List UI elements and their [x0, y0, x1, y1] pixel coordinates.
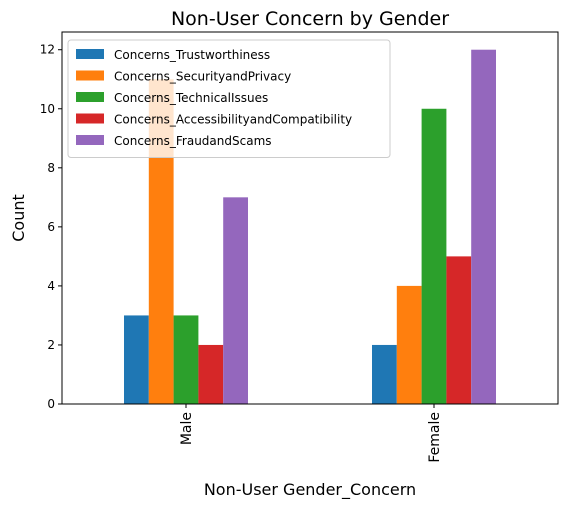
- legend-swatch: [76, 92, 104, 102]
- bar-male-concerns-trustworthiness: [124, 315, 149, 404]
- bar-male-concerns-fraudandscams: [223, 197, 248, 404]
- legend-label: Concerns_SecurityandPrivacy: [114, 70, 291, 84]
- x-ticks: Male Female: [179, 404, 443, 463]
- bar-female-concerns-securityandprivacy: [396, 285, 422, 404]
- y-ticks: 0 2 4 6 8 10 12: [40, 43, 62, 411]
- x-axis-title: Non-User Gender_Concern: [204, 480, 416, 500]
- y-tick-label: 8: [47, 161, 55, 175]
- y-tick-label: 4: [47, 279, 55, 293]
- legend-label: Concerns_TechnicalIssues: [114, 91, 268, 105]
- bar-female-concerns-fraudandscams: [471, 49, 496, 405]
- legend-label: Concerns_FraudandScams: [114, 134, 272, 148]
- bar-male-concerns-accessibilityandcompatibility: [198, 344, 224, 404]
- legend-label: Concerns_AccessibilityandCompatibility: [114, 113, 352, 127]
- plot-frame: [61, 31, 559, 405]
- legend-swatch: [76, 113, 104, 124]
- bar-male-concerns-technicalissues: [173, 315, 199, 404]
- x-tick-label: Male: [179, 412, 195, 445]
- chart-title: Non-User Concern by Gender: [171, 8, 449, 30]
- y-axis-title: Count: [9, 194, 28, 242]
- x-tick-label: Female: [427, 412, 443, 463]
- legend-box: [67, 39, 391, 158]
- bar-female-concerns-accessibilityandcompatibility: [446, 256, 472, 404]
- legend-label: Concerns_Trustworthiness: [114, 48, 270, 62]
- legend-swatch: [76, 70, 104, 81]
- y-tick-label: 0: [47, 397, 55, 411]
- bar-female-concerns-technicalissues: [421, 108, 447, 404]
- y-tick-label: 12: [40, 43, 55, 57]
- legend-swatch: [76, 49, 104, 59]
- legend: Concerns_Trustworthiness Concerns_Securit…: [67, 39, 391, 158]
- y-tick-label: 6: [47, 220, 55, 234]
- y-tick-label: 10: [40, 102, 55, 116]
- y-tick-label: 2: [47, 338, 55, 352]
- legend-swatch: [76, 135, 104, 145]
- bar-female-concerns-trustworthiness: [372, 344, 397, 404]
